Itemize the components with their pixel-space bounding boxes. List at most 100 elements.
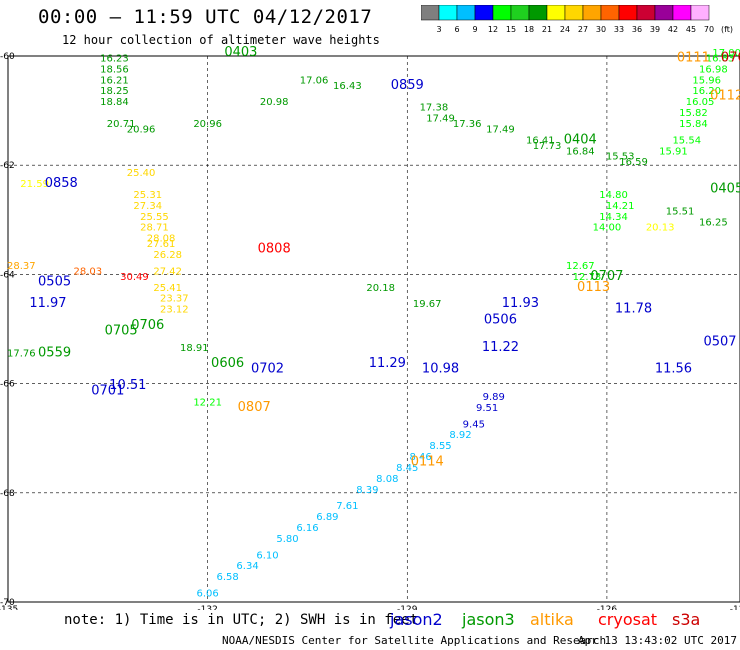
swh-label: 12.67 [566,261,595,272]
swh-label: 15.53 [606,152,635,163]
y-tick-label: -60 [0,52,15,62]
swh-label: 30.49 [120,272,149,283]
swh-label: 16.43 [333,81,362,92]
swh-label: 7.61 [336,501,358,512]
time-label-jason2: 11.22 [482,340,519,355]
time-label-jason2: 0859 [391,78,424,93]
swh-label: 18.84 [100,97,129,108]
swh-label: 28.03 [74,266,103,277]
swh-label: 17.49 [426,114,455,125]
y-tick-label: -64 [0,270,15,280]
swh-label: 15.82 [679,108,708,119]
swh-label: 16.20 [692,86,721,97]
swh-label: 25.40 [127,168,156,179]
time-label-jason2: 0505 [38,274,71,289]
colorbar-label: 21 [542,25,552,34]
swh-label: 6.06 [197,589,219,600]
colorbar-label: 15 [506,25,516,34]
time-label-jason2: 0507 [703,334,736,349]
swh-label: 9.89 [483,392,505,403]
footer-note: note: 1) Time is in UTC; 2) SWH is in fe… [64,612,419,628]
colorbar-label: 3 [436,25,441,34]
swh-label: 18.25 [100,86,129,97]
colorbar-label: 36 [632,25,642,34]
swh-label: 15.51 [666,206,695,217]
time-label-jason3: 0705 [105,323,138,338]
swh-label: 12.73 [573,272,602,283]
swh-label: 18.56 [100,64,129,75]
swh-label: 28.37 [7,261,36,272]
grid-layer [8,56,740,602]
time-label-jason2: 0506 [484,313,517,328]
colorbar-label: 45 [686,25,696,34]
swh-label: 16.84 [566,146,595,157]
colorbar-svg: 3 6 9 12 15 18 21 24 27 30 33 36 39 42 45 70 (ft) [420,4,733,34]
x-tick-label: -132 [197,605,217,610]
plot-frame [7,55,740,603]
colorbar-label: 18 [524,25,534,34]
swh-label: 18.91 [180,343,209,354]
time-label-jason2: 0858 [45,176,78,191]
time-label-altika: 0807 [238,400,271,415]
time-label-jason3: 0706 [131,318,164,333]
swh-label: 17.76 [7,348,36,359]
swh-label: 6.10 [256,550,278,561]
swh-label: 16.59 [619,157,648,168]
satellite-altika: altika [530,610,574,629]
swh-label: 14.80 [599,190,628,201]
swh-label: 15.54 [672,135,701,146]
satellite-s3a: s3a [672,610,701,629]
time-label-jason3: 0403 [224,45,257,60]
swh-label: 28.08 [147,234,176,245]
y-tick-label: -70 [0,598,15,608]
time-label-jason3: 0559 [38,345,71,360]
swh-label: 27.34 [133,201,162,212]
swh-label: 8.45 [396,463,418,474]
colorbar-label: 70 [704,25,714,34]
x-tick-label: -124 [730,605,740,610]
swh-label: 20.71 [107,119,136,130]
time-label-jason2: 11.93 [502,296,539,311]
y-tick-label: -62 [0,161,15,171]
time-label-jason3: 0405 [710,182,740,197]
colorbar-label: 27 [578,25,588,34]
time-label-jason2: 11.56 [655,362,692,377]
swh-label: 17.06 [300,75,329,86]
y-tick-label: -68 [0,489,15,499]
swh-label: 23.12 [160,305,189,316]
x-tick-label: -135 [0,605,18,610]
swh-label: 8.46 [409,452,431,463]
swh-label: 20.96 [193,119,222,130]
swh-label: 12.21 [193,397,222,408]
satellite-jason3: jason3 [462,610,515,629]
swh-label: 14.00 [593,223,622,234]
swh-label: 6.58 [216,572,238,583]
chart-subtitle: 12 hour collection of altimeter wave hei… [62,33,380,47]
swh-label: 8.55 [429,441,451,452]
swh-label: 23.37 [160,294,189,305]
time-label-altika: 0113 [577,280,610,295]
colorbar-label: 42 [668,25,678,34]
swh-label: 19.67 [413,299,442,310]
time-label-jason2: 10.98 [422,362,459,377]
colorbar-legend: 3 6 9 12 15 18 21 24 27 30 33 36 39 42 45 70 (ft) [420,4,740,39]
swh-label: 17.00 [712,48,740,59]
swh-label: 20.18 [366,283,395,294]
time-label-altika: 0111 [677,50,710,65]
swh-label: 16.25 [699,217,728,228]
time-label-jason2: 11.78 [615,302,652,317]
swh-label: 16.21 [100,75,129,86]
swh-label: 17.49 [486,124,515,135]
time-label-jason2: 0702 [251,362,284,377]
swh-label: 8.39 [356,485,378,496]
colorbar-label: 12 [488,25,498,34]
time-label-jason2: 10.51 [109,378,146,393]
swh-label: 16.05 [686,97,715,108]
swh-label: 9.51 [476,403,498,414]
swh-label: 20.13 [646,223,675,234]
colorbar-label: 30 [596,25,606,34]
time-label-s3a: 070 [721,50,740,65]
time-label-altika: 0114 [411,455,444,470]
